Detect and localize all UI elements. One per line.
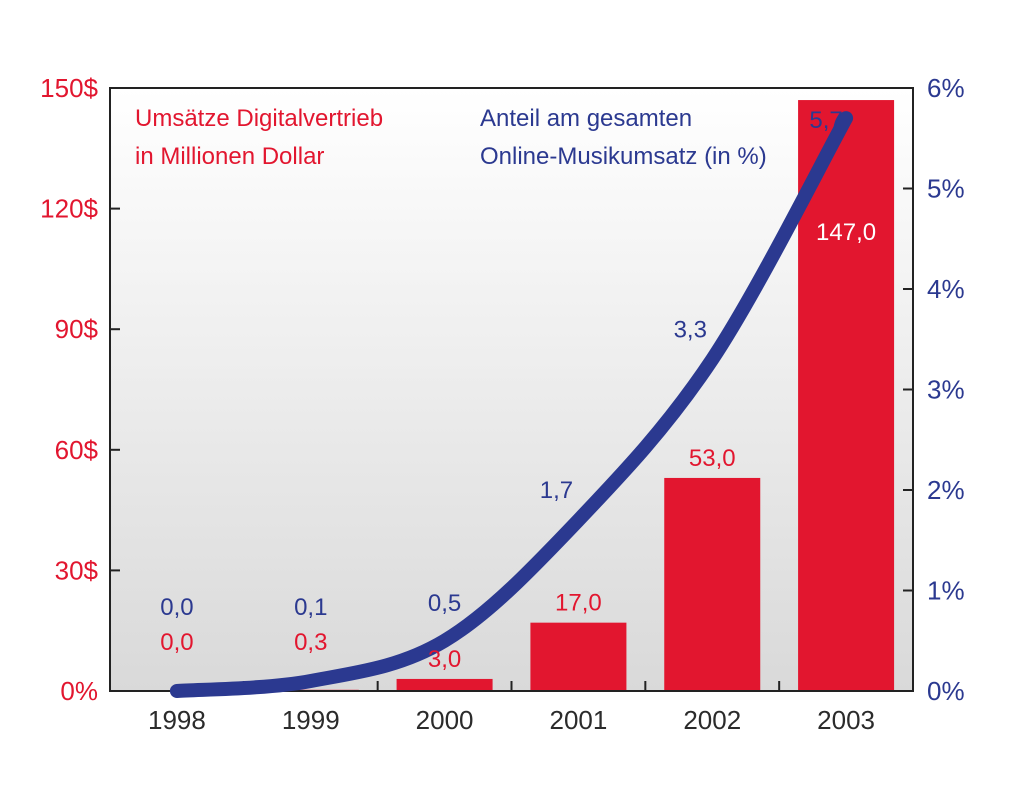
bar-2002 [664,477,761,691]
bar-value-label: 147,0 [816,219,876,246]
share-line [169,111,854,698]
plot-background [110,88,913,691]
bar-value-label: 0,3 [294,629,327,656]
right-tick-label: 0% [927,676,965,706]
line-value-label: 1,7 [540,477,573,504]
line-layer [169,111,854,698]
left-tick-label: 150$ [40,73,98,103]
bar-2003 [798,100,895,691]
legend-bar-line1: Umsätze Digitalvertrieb [135,105,383,132]
bars-layer [262,100,895,691]
bar-value-label: 17,0 [555,590,602,617]
bar-2001 [530,622,627,691]
left-tick-label: 90$ [55,314,99,344]
bar-value-label: 53,0 [689,445,736,472]
left-tick-label: 0% [60,676,98,706]
right-tick-label: 2% [927,475,965,505]
legend-line-line2: Online-Musikumsatz (in %) [480,143,767,170]
x-tick-label: 1999 [282,705,340,735]
legend-bar-line2: in Millionen Dollar [135,143,324,170]
right-tick-label: 3% [927,375,965,405]
bar-value-label: 0,0 [160,629,193,656]
right-tick-label: 5% [927,174,965,204]
bar-2000 [396,678,493,691]
right-tick-label: 4% [927,274,965,304]
line-value-label: 0,5 [428,590,461,617]
left-tick-label: 30$ [55,555,99,585]
left-tick-label: 120$ [40,194,98,224]
x-tick-label: 1998 [148,705,206,735]
right-tick-label: 1% [927,576,965,606]
labels-layer: 0,0 0,3 3,0 17,0 53,0 147,0 0,0 0,1 0,5 1,7 3,3 5,7 [160,107,876,673]
x-tick-label: 2003 [817,705,875,735]
axes-layer: 0% 30$ 60$ 90$ 120$ 150$ 0% 1% 2% 3% 4% 5% 6% 1998 199… [40,73,964,735]
x-tick-label: 2001 [549,705,607,735]
line-value-label: 3,3 [674,316,707,343]
x-tick-label: 2002 [683,705,741,735]
line-value-label: 0,0 [160,594,193,621]
line-value-label: 0,1 [294,594,327,621]
left-tick-label: 60$ [55,435,99,465]
bar-value-label: 3,0 [428,646,461,673]
right-tick-label: 6% [927,73,965,103]
line-value-label: 5,7 [809,107,842,134]
legend-layer: Umsätze Digitalvertrieb in Millionen Dol… [135,105,767,170]
legend-line-line1: Anteil am gesamten [480,105,692,132]
x-tick-label: 2000 [416,705,474,735]
